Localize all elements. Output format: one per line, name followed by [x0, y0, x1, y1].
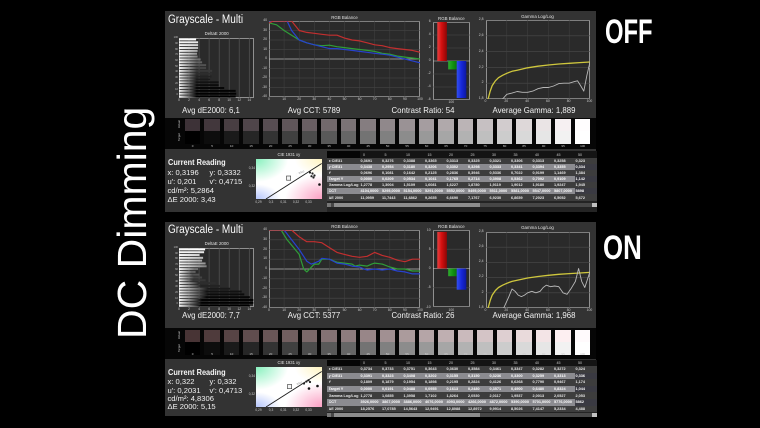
svg-text:6500: 6500	[298, 169, 305, 175]
svg-text:6500: 6500	[296, 380, 303, 386]
